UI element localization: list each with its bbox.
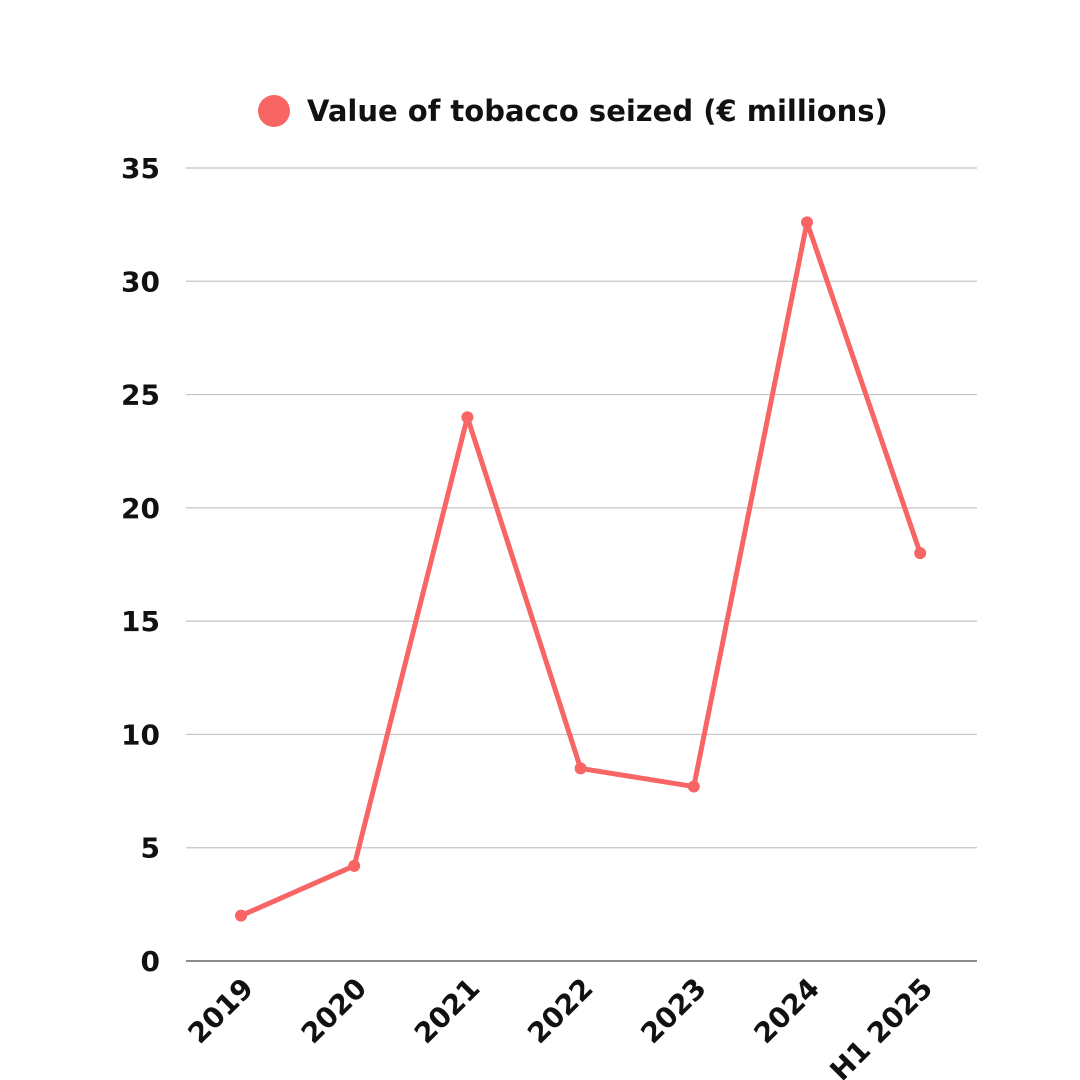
x-tick-label: 2022 — [521, 972, 599, 1050]
series-line — [238, 219, 923, 919]
data-point-2022 — [574, 762, 587, 775]
y-axis-tick-labels: 0 5 10 15 20 25 30 35 — [121, 152, 160, 978]
y-tick-label: 0 — [141, 945, 160, 978]
y-tick-label: 5 — [141, 832, 160, 865]
data-point-2024 — [801, 216, 813, 229]
legend-marker — [258, 95, 290, 127]
y-tick-label: 30 — [121, 265, 160, 298]
data-point-2020 — [348, 859, 361, 872]
data-point-2019 — [235, 909, 247, 922]
x-tick-label: H1 2025 — [823, 972, 939, 1080]
y-tick-label: 10 — [121, 718, 160, 751]
gridlines — [186, 167, 977, 849]
x-tick-label: 2020 — [295, 972, 373, 1050]
legend-label: Value of tobacco seized (€ millions) — [307, 94, 888, 128]
series-value-of-tobacco-seized — [235, 216, 927, 922]
x-tick-label: 2021 — [408, 972, 486, 1050]
legend: Value of tobacco seized (€ millions) — [258, 94, 888, 128]
y-tick-label: 20 — [121, 492, 160, 525]
data-point-2021 — [461, 411, 474, 424]
x-tick-label: 2024 — [748, 972, 826, 1050]
x-tick-label: 2019 — [182, 972, 260, 1050]
y-tick-label: 25 — [121, 379, 160, 412]
data-point-h1-2025 — [914, 547, 927, 560]
x-tick-label: 2023 — [634, 972, 712, 1050]
y-tick-label: 35 — [121, 152, 160, 185]
y-tick-label: 15 — [121, 605, 160, 638]
data-point-2023 — [687, 780, 700, 793]
